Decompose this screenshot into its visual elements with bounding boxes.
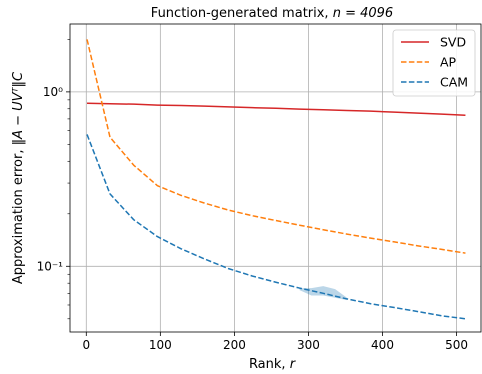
series-cam-line xyxy=(86,134,466,320)
y-tick-label: 10⁰ xyxy=(43,85,63,99)
x-tick-label: 500 xyxy=(445,338,468,352)
x-axis-ticks: 0 100 200 300 400 500 xyxy=(82,332,468,352)
series-svd-line xyxy=(87,102,466,116)
y-axis-ticks: 10⁻¹ 10⁰ xyxy=(37,39,70,320)
plot-frame xyxy=(69,23,482,333)
y-tick-label: 10⁻¹ xyxy=(37,259,64,273)
legend-label-svd: SVD xyxy=(440,35,466,50)
legend-label-cam: CAM xyxy=(440,75,468,90)
chart-title: Function-generated matrix, n = 4096 xyxy=(151,6,393,21)
x-tick-label: 100 xyxy=(149,338,172,352)
title-math: n = 4096 xyxy=(333,6,393,21)
x-axis-label: Rank, r xyxy=(249,357,297,372)
series-lines xyxy=(86,39,466,320)
y-axis-label: Approximation error, ‖A − UVᵀ‖C xyxy=(11,71,26,284)
x-tick-label: 0 xyxy=(82,338,90,352)
legend: SVD AP CAM xyxy=(392,29,476,97)
legend-box xyxy=(392,29,476,97)
x-tick-label: 400 xyxy=(371,338,394,352)
title-prefix: Function-generated matrix, xyxy=(151,6,333,21)
x-tick-label: 200 xyxy=(223,338,246,352)
series-ap-line xyxy=(86,39,466,254)
x-tick-label: 300 xyxy=(297,338,320,352)
legend-label-ap: AP xyxy=(440,55,457,70)
